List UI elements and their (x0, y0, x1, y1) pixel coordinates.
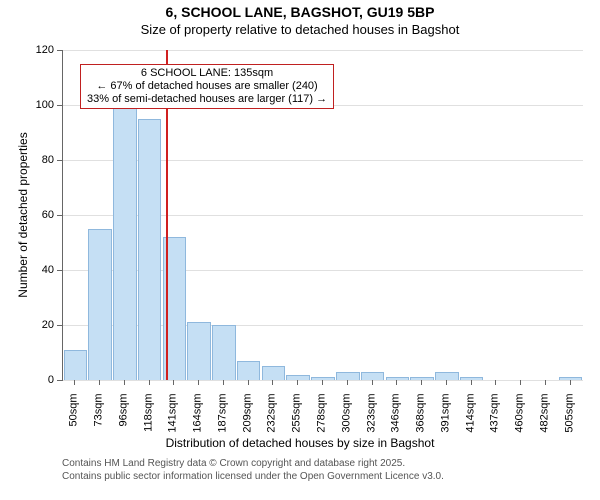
y-tick-label: 20 (24, 320, 54, 331)
bar (361, 372, 385, 380)
x-tick-label: 232sqm (267, 394, 278, 444)
annotation-line: 33% of semi-detached houses are larger (… (87, 93, 327, 106)
x-tick-label: 323sqm (366, 394, 377, 444)
bar (435, 372, 459, 380)
y-tick-mark (57, 325, 62, 326)
chart-subtitle: Size of property relative to detached ho… (0, 22, 600, 37)
x-tick-mark (248, 380, 249, 385)
x-tick-mark (322, 380, 323, 385)
y-tick-mark (57, 270, 62, 271)
bar (64, 350, 88, 380)
x-tick-mark (520, 380, 521, 385)
x-tick-label: 300sqm (341, 394, 352, 444)
bar (237, 361, 261, 380)
x-tick-mark (198, 380, 199, 385)
x-tick-label: 187sqm (217, 394, 228, 444)
y-tick-label: 40 (24, 265, 54, 276)
bar (113, 105, 137, 380)
x-tick-label: 118sqm (143, 394, 154, 444)
x-tick-label: 414sqm (465, 394, 476, 444)
grid-line (63, 50, 583, 51)
x-tick-mark (124, 380, 125, 385)
x-tick-mark (495, 380, 496, 385)
bar (212, 325, 236, 380)
y-tick-label: 0 (24, 375, 54, 386)
x-tick-mark (347, 380, 348, 385)
x-tick-mark (421, 380, 422, 385)
y-tick-label: 100 (24, 100, 54, 111)
x-tick-label: 505sqm (564, 394, 575, 444)
x-tick-label: 141sqm (168, 394, 179, 444)
y-tick-label: 120 (24, 45, 54, 56)
credits-line: Contains public sector information licen… (62, 471, 444, 484)
x-tick-mark (272, 380, 273, 385)
bar (262, 366, 286, 380)
x-tick-label: 50sqm (69, 394, 80, 444)
x-tick-mark (74, 380, 75, 385)
x-tick-label: 346sqm (391, 394, 402, 444)
x-tick-mark (570, 380, 571, 385)
bar (336, 372, 360, 380)
x-tick-mark (545, 380, 546, 385)
bar (88, 229, 112, 380)
x-tick-mark (372, 380, 373, 385)
x-tick-mark (99, 380, 100, 385)
y-tick-mark (57, 215, 62, 216)
x-tick-label: 209sqm (242, 394, 253, 444)
bar (138, 119, 162, 380)
x-tick-label: 460sqm (515, 394, 526, 444)
grid-line (63, 380, 583, 381)
x-tick-mark (149, 380, 150, 385)
x-tick-mark (173, 380, 174, 385)
x-tick-label: 255sqm (292, 394, 303, 444)
x-tick-label: 437sqm (490, 394, 501, 444)
y-tick-mark (57, 160, 62, 161)
x-tick-label: 482sqm (539, 394, 550, 444)
annotation-line: ← 67% of detached houses are smaller (24… (87, 80, 327, 93)
credits-line: Contains HM Land Registry data © Crown c… (62, 458, 444, 471)
x-tick-mark (297, 380, 298, 385)
x-tick-label: 278sqm (317, 394, 328, 444)
y-tick-mark (57, 105, 62, 106)
x-tick-label: 391sqm (440, 394, 451, 444)
y-tick-label: 60 (24, 210, 54, 221)
x-tick-label: 164sqm (193, 394, 204, 444)
annotation-box: 6 SCHOOL LANE: 135sqm← 67% of detached h… (80, 64, 334, 110)
x-tick-label: 96sqm (118, 394, 129, 444)
y-tick-label: 80 (24, 155, 54, 166)
chart-container: 6, SCHOOL LANE, BAGSHOT, GU19 5BP Size o… (0, 0, 600, 500)
annotation-line: 6 SCHOOL LANE: 135sqm (87, 67, 327, 80)
x-tick-mark (471, 380, 472, 385)
x-tick-mark (446, 380, 447, 385)
credits: Contains HM Land Registry data © Crown c… (62, 458, 444, 483)
y-tick-mark (57, 50, 62, 51)
x-tick-label: 368sqm (416, 394, 427, 444)
chart-title: 6, SCHOOL LANE, BAGSHOT, GU19 5BP (0, 4, 600, 20)
x-tick-mark (396, 380, 397, 385)
x-tick-mark (223, 380, 224, 385)
bar (187, 322, 211, 380)
x-tick-label: 73sqm (94, 394, 105, 444)
y-tick-mark (57, 380, 62, 381)
